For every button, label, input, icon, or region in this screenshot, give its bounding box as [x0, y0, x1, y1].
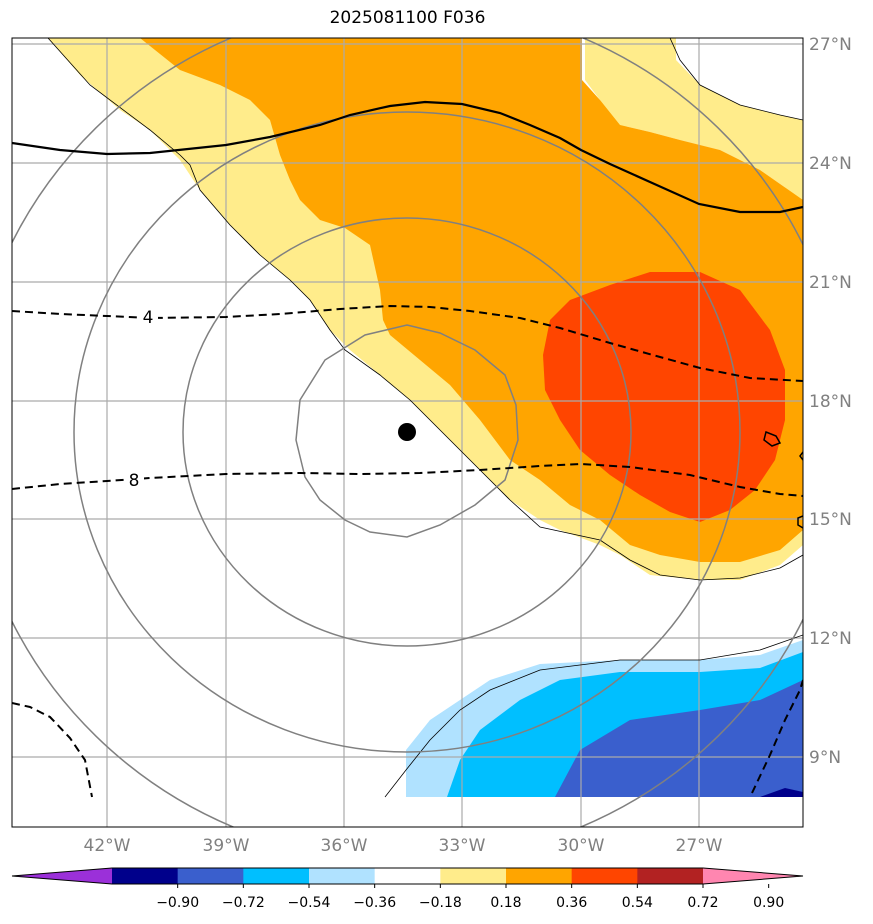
- colorbar-label: 0.72: [687, 895, 718, 911]
- colorbar-segment: [177, 868, 244, 884]
- contour-label-bg: [138, 306, 158, 326]
- colorbar-label: 0.18: [490, 895, 521, 911]
- small-contour-tick: [799, 451, 803, 461]
- colorbar-segment: [637, 868, 704, 884]
- lon-label-33w: 33°W: [439, 836, 486, 856]
- thick-contour-line: [12, 100, 803, 214]
- colorbar-extend-low: [12, 868, 112, 884]
- lat-label-12n: 12°N: [809, 629, 852, 649]
- colorbar-segment: [309, 868, 376, 884]
- lon-label-30w: 30°W: [558, 836, 605, 856]
- lat-label-15n: 15°N: [809, 510, 852, 530]
- colorbar-label: −0.54: [288, 895, 331, 911]
- map-plot-area: 4 8: [12, 38, 803, 827]
- dashed-contour-8: [12, 462, 803, 497]
- lat-label-18n: 18°N: [809, 392, 852, 412]
- colorbar-segment: [243, 868, 310, 884]
- lon-label-27w: 27°W: [676, 836, 723, 856]
- small-contour-arc: [797, 515, 803, 529]
- lon-label-36w: 36°W: [321, 836, 368, 856]
- storm-center-marker: [398, 423, 416, 441]
- colorbar-segment: [571, 868, 638, 884]
- colorbar-label: −0.18: [419, 895, 462, 911]
- colorbar-label: 0.90: [753, 895, 784, 911]
- colorbar-label: 0.54: [622, 895, 653, 911]
- thin-contour-lines: [47, 38, 803, 798]
- colorbar-segment: [374, 868, 441, 884]
- colorbar-label: −0.36: [353, 895, 396, 911]
- contour-label-4: 4: [143, 308, 154, 328]
- colorbar-label: −0.90: [156, 895, 199, 911]
- colorbar-segment: [112, 868, 179, 884]
- colorbar-label: −0.72: [222, 895, 265, 911]
- lon-label-39w: 39°W: [203, 836, 250, 856]
- colorbar-outline: [11, 867, 804, 885]
- fill-royal-blue: [555, 680, 803, 797]
- dashed-contour-sw: [12, 702, 93, 798]
- map-frame: [11, 37, 804, 828]
- fill-light-yellow-top: [585, 38, 803, 200]
- storm-range-rings: [12, 38, 803, 827]
- small-contour-blob: [763, 430, 782, 447]
- colorbar-label: 0.36: [556, 895, 587, 911]
- gridlines: [12, 38, 803, 827]
- fill-navy: [760, 788, 803, 797]
- colorbar: −0.90 −0.72 −0.54 −0.36 −0.18 0.18 0.36 0.54 0.7…: [11, 867, 804, 911]
- map-title: 2025081100 F036: [329, 8, 486, 28]
- colorbar-segment: [506, 868, 573, 884]
- lat-label-9n: 9°N: [809, 748, 841, 768]
- lat-label-21n: 21°N: [809, 273, 852, 293]
- colorbar-extend-high: [703, 868, 803, 884]
- dashed-contour-se: [751, 679, 803, 794]
- dashed-contour-4: [12, 304, 803, 382]
- lat-label-24n: 24°N: [809, 154, 852, 174]
- contour-label-8: 8: [129, 471, 140, 491]
- lat-label-27n: 27°N: [809, 35, 852, 55]
- colorbar-segment: [440, 868, 507, 884]
- contour-label-bg: [124, 469, 144, 489]
- lon-label-42w: 42°W: [84, 836, 131, 856]
